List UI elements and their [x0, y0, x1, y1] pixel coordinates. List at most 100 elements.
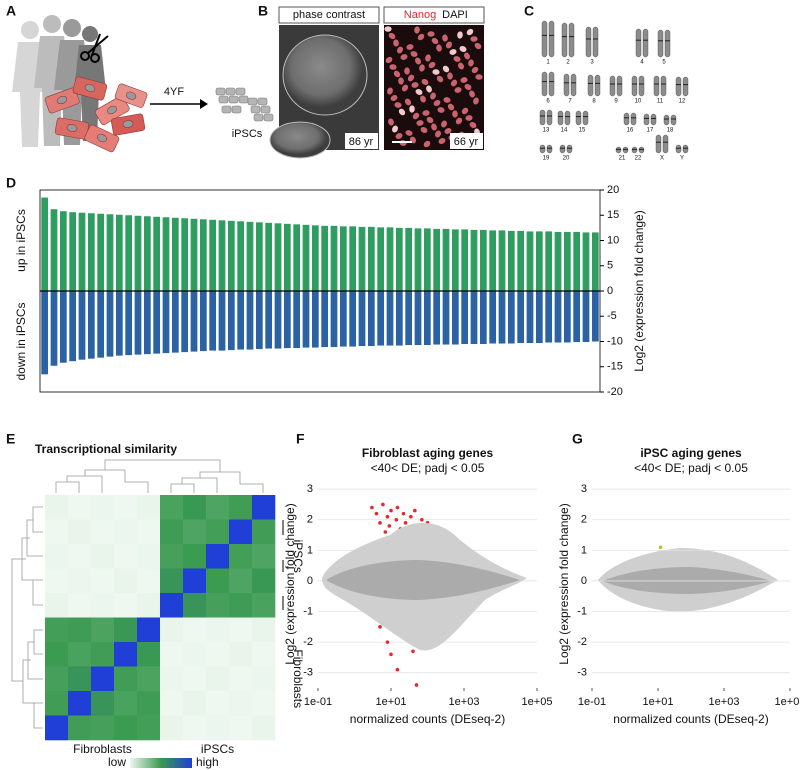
- nucleus: [405, 130, 413, 136]
- heatmap-cell: [229, 666, 253, 692]
- point: [378, 625, 382, 629]
- chromosome: [657, 29, 664, 58]
- heatmap-cell: [45, 495, 69, 520]
- heatmap-cell: [91, 495, 115, 520]
- y-tick-label: -3: [577, 667, 587, 679]
- nucleus: [398, 108, 406, 116]
- bar: [162, 217, 170, 291]
- heatmap-cell: [252, 642, 276, 667]
- heatmap-cell: [68, 666, 92, 692]
- chromosome-label: 3: [590, 60, 594, 66]
- chromosome-label: Y: [680, 156, 684, 162]
- bar: [517, 291, 525, 344]
- nucleus: [460, 77, 468, 83]
- bar: [134, 291, 142, 355]
- nucleus: [384, 26, 392, 32]
- point: [389, 508, 393, 513]
- point: [381, 502, 385, 507]
- nucleus: [420, 126, 428, 134]
- age-box: [450, 133, 483, 149]
- bar: [69, 212, 77, 291]
- nucleus: [431, 123, 437, 131]
- micrograph-title: phase contrast: [293, 9, 365, 21]
- nucleus: [449, 49, 457, 55]
- nucleus: [388, 32, 396, 40]
- nucleus: [385, 56, 393, 64]
- heatmap-cell: [160, 568, 184, 594]
- bar: [293, 224, 301, 291]
- point: [385, 514, 390, 519]
- heatmap-cell: [68, 593, 92, 618]
- bar: [134, 215, 142, 291]
- nucleus: [464, 84, 472, 90]
- bar: [451, 229, 459, 291]
- bar: [125, 215, 133, 291]
- heatmap-cell: [206, 568, 230, 594]
- bar: [218, 291, 226, 351]
- bar: [50, 291, 58, 366]
- heatmap-cell: [183, 544, 207, 569]
- heatmap-cell: [183, 617, 207, 643]
- bar: [87, 291, 95, 359]
- arrow-head: [200, 99, 208, 109]
- chromosome: [548, 20, 555, 58]
- row-dendrogram: [11, 506, 43, 729]
- heatmap-cell: [137, 519, 161, 545]
- bar: [237, 221, 245, 291]
- nucleus: [422, 110, 430, 116]
- y-tick-label: 3: [307, 483, 313, 495]
- y-tick-label: 2: [307, 514, 313, 526]
- chromosome: [616, 75, 623, 97]
- annotation: up in iPSCs: [14, 209, 28, 272]
- bar: [554, 231, 562, 291]
- nucleus: [387, 87, 393, 95]
- heatmap-cell: [68, 495, 92, 520]
- bar: [479, 291, 487, 345]
- bar: [582, 291, 590, 343]
- bar: [339, 291, 347, 347]
- chromosome: [548, 71, 555, 97]
- heatmap-cell: [160, 593, 184, 618]
- chromosome: [670, 114, 677, 126]
- nucleus: [469, 121, 477, 129]
- bar: [106, 214, 114, 291]
- nucleus: [404, 67, 410, 75]
- gene-cloud: [598, 548, 778, 612]
- heatmap-cell: [91, 568, 115, 594]
- nucleus: [415, 57, 421, 65]
- nucleus: [420, 95, 426, 103]
- x-tick-label: 1e-01: [578, 696, 606, 708]
- chromosome: [662, 134, 669, 154]
- chromosome: [570, 73, 577, 97]
- y-tick-label: 0: [307, 575, 313, 587]
- nucleus: [447, 103, 455, 111]
- y-tick-label: -5: [607, 310, 617, 322]
- nucleus: [410, 51, 418, 57]
- chromosome-label: 18: [667, 128, 674, 134]
- nucleus: [404, 98, 412, 106]
- heatmap-cell: [68, 519, 92, 545]
- chromosome-label: 8: [592, 99, 596, 105]
- nucleus: [464, 52, 470, 60]
- heatmap-cell: [91, 715, 115, 741]
- chromosome: [582, 110, 589, 126]
- bar: [591, 232, 599, 291]
- nucleus: [419, 64, 425, 72]
- bar: [423, 291, 431, 346]
- bar: [181, 291, 189, 353]
- bar: [377, 291, 385, 346]
- nucleus: [426, 85, 432, 93]
- nucleus: [406, 44, 414, 50]
- heatmap-cell: [91, 691, 115, 716]
- bar: [395, 227, 403, 291]
- chromosome: [655, 134, 662, 154]
- chromosome-label: 13: [543, 128, 550, 134]
- heatmap-cell: [68, 642, 92, 667]
- heatmap-cell: [45, 544, 69, 569]
- bar: [498, 230, 506, 291]
- nucleus: [390, 94, 398, 102]
- nucleus: [443, 97, 451, 103]
- heatmap-cell: [183, 715, 207, 741]
